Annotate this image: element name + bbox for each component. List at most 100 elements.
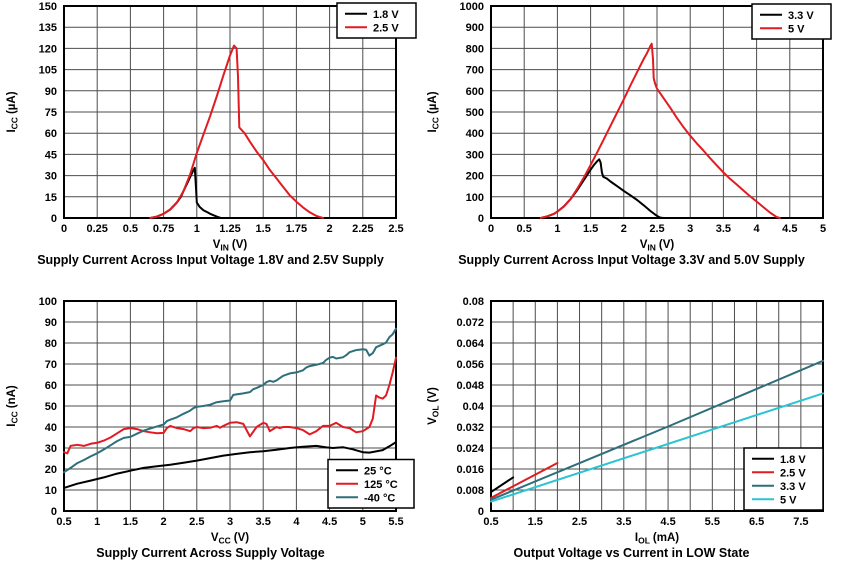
svg-text:1.5: 1.5	[528, 516, 543, 528]
plot-border	[63, 300, 397, 512]
chart-title: Supply Current Across Supply Voltage	[96, 546, 325, 560]
svg-text:120: 120	[39, 43, 57, 55]
svg-text:3: 3	[687, 223, 693, 235]
svg-text:1.5: 1.5	[583, 223, 598, 235]
x-axis-label: VCC (V)	[211, 532, 249, 545]
svg-text:60: 60	[45, 128, 57, 140]
series-2.5-V	[490, 462, 559, 499]
svg-text:400: 400	[466, 128, 484, 140]
legend-label: 3.3 V	[788, 10, 814, 22]
plot-border	[490, 300, 824, 512]
legend-label: 5 V	[780, 494, 797, 506]
svg-text:0.072: 0.072	[456, 317, 484, 329]
svg-text:0.5: 0.5	[123, 223, 138, 235]
svg-text:100: 100	[466, 192, 484, 204]
legend-label: -40 °C	[364, 492, 395, 504]
y-tick-labels: 0 0.008 0.016 0.024 0.032 0.04 0.048 0.056 0.064…	[456, 296, 484, 518]
series-5-V	[490, 392, 824, 503]
svg-text:80: 80	[45, 338, 57, 350]
legend-label: 125 °C	[364, 479, 398, 491]
series-lines	[539, 42, 781, 219]
chart-title: Output Voltage vs Current in LOW State	[513, 546, 750, 560]
svg-text:2.5: 2.5	[388, 223, 403, 235]
chart-supply-current-vcc: 0.5 1 1.5 2 2.5 3 3.5 4 4.5 5 5.5 0 10 20 30 40 50 60 70 80…	[0, 285, 421, 570]
svg-text:0: 0	[51, 506, 57, 518]
y-axis-label: VOL(V)	[427, 387, 441, 425]
plot-supply-current-vcc: 0.5 1 1.5 2 2.5 3 3.5 4 4.5 5 5.5 0 10 20 30 40 50 60 70 80…	[6, 296, 415, 545]
x-axis-label: VIN (V)	[640, 239, 675, 252]
series-lines	[490, 359, 824, 503]
svg-text:0.5: 0.5	[517, 223, 532, 235]
legend-label: 3.3 V	[780, 481, 806, 493]
svg-text:0.048: 0.048	[456, 380, 484, 392]
svg-text:2: 2	[327, 223, 333, 235]
svg-text:0.016: 0.016	[456, 464, 484, 476]
svg-text:0.25: 0.25	[86, 223, 107, 235]
series-3.3-V	[490, 359, 824, 501]
svg-text:2.5: 2.5	[189, 516, 204, 528]
svg-text:1: 1	[94, 516, 100, 528]
svg-text:600: 600	[466, 86, 484, 98]
legend-label: 1.8 V	[780, 454, 806, 466]
svg-text:1: 1	[554, 223, 560, 235]
y-tick-labels: 0 10 20 30 40 50 60 70 80 90 100	[39, 296, 57, 518]
plot-output-voltage-low-state: 0.5 1.5 2.5 3.5 4.5 5.5 6.5 7.5 0 0.008 0.016 0.024…	[427, 296, 824, 545]
y-axis-label: ICC(µA)	[427, 91, 441, 132]
svg-text:1000: 1000	[460, 1, 484, 13]
svg-text:90: 90	[45, 317, 57, 329]
svg-text:70: 70	[45, 359, 57, 371]
svg-text:0.056: 0.056	[456, 359, 484, 371]
svg-text:1.5: 1.5	[123, 516, 138, 528]
svg-text:200: 200	[466, 171, 484, 183]
svg-text:800: 800	[466, 43, 484, 55]
legend: 3.3 V5 V	[751, 3, 832, 40]
series-5-V	[539, 42, 781, 219]
chart-title: Supply Current Across Input Voltage 3.3V…	[458, 253, 805, 267]
y-tick-labels: 0 100 200 300 400 500 600 700 800 900 1000	[460, 1, 484, 225]
svg-text:2: 2	[621, 223, 627, 235]
svg-text:300: 300	[466, 149, 484, 161]
x-axis-label: VIN (V)	[213, 239, 248, 252]
series-25-C	[63, 441, 397, 489]
svg-text:3: 3	[227, 516, 233, 528]
svg-text:20: 20	[45, 464, 57, 476]
svg-text:135: 135	[39, 22, 57, 34]
svg-text:0: 0	[488, 223, 494, 235]
svg-text:5.5: 5.5	[388, 516, 403, 528]
svg-text:3.5: 3.5	[616, 516, 631, 528]
svg-text:2.5: 2.5	[572, 516, 587, 528]
svg-text:0.024: 0.024	[456, 443, 484, 455]
series-lines	[63, 327, 397, 489]
svg-text:0.008: 0.008	[456, 485, 484, 497]
legend: 1.8 V2.5 V	[336, 2, 417, 39]
svg-text:0.064: 0.064	[456, 338, 484, 350]
svg-text:0.75: 0.75	[153, 223, 174, 235]
legend-label: 2.5 V	[373, 22, 399, 34]
svg-text:5: 5	[820, 223, 826, 235]
x-tick-labels: 0.5 1.5 2.5 3.5 4.5 5.5 6.5 7.5	[483, 516, 808, 528]
legend: 25 °C 125 °C-40 °C	[327, 458, 415, 509]
series-lines	[149, 44, 324, 219]
svg-text:2.25: 2.25	[352, 223, 373, 235]
plot-supply-current-vin-3v3-5v0: 0 0.5 1 1.5 2 2.5 3 3.5 4 4.5 5 0 100 200 300 400 500 600…	[427, 1, 832, 252]
svg-text:3.5: 3.5	[256, 516, 271, 528]
y-axis-label: ICC(nA)	[6, 385, 20, 427]
svg-text:4.5: 4.5	[660, 516, 675, 528]
svg-text:0.5: 0.5	[483, 516, 498, 528]
svg-text:6.5: 6.5	[749, 516, 764, 528]
svg-text:15: 15	[45, 192, 57, 204]
svg-text:0: 0	[61, 223, 67, 235]
chart-title: Supply Current Across Input Voltage 1.8V…	[37, 253, 384, 267]
svg-text:0: 0	[478, 506, 484, 518]
svg-text:0.08: 0.08	[463, 296, 484, 308]
chart-supply-current-vin-3v3-5v0: 0 0.5 1 1.5 2 2.5 3 3.5 4 4.5 5 0 100 200 300 400 500 600…	[421, 0, 842, 285]
svg-text:700: 700	[466, 65, 484, 77]
x-tick-labels: 0 0.5 1 1.5 2 2.5 3 3.5 4 4.5 5	[488, 223, 826, 235]
legend-label: 1.8 V	[373, 9, 399, 21]
svg-text:45: 45	[45, 149, 57, 161]
svg-text:0.04: 0.04	[463, 401, 485, 413]
svg-text:0: 0	[478, 213, 484, 225]
svg-text:0.5: 0.5	[56, 516, 71, 528]
svg-text:2: 2	[161, 516, 167, 528]
